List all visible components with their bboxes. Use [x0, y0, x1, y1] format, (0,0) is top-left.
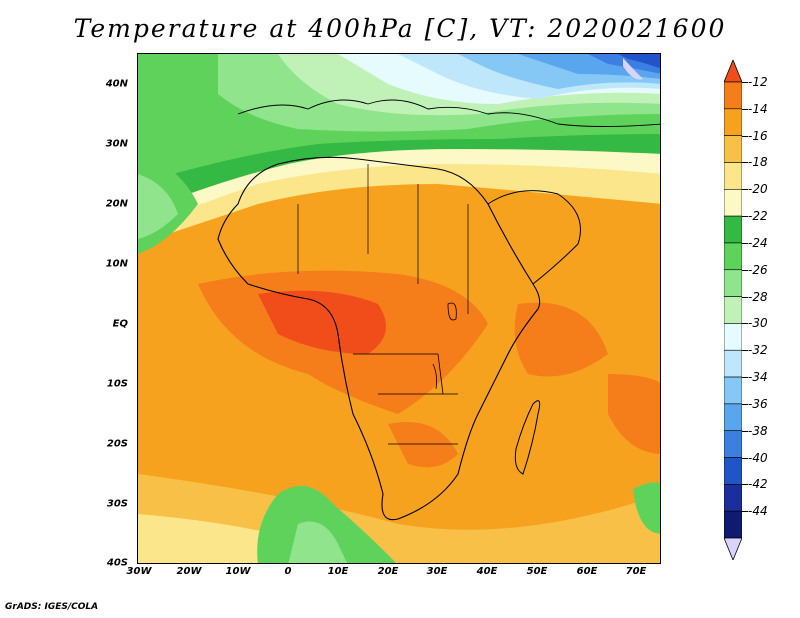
colorbar-label: -22: [748, 209, 768, 224]
colorbar-tick: [742, 403, 748, 405]
y-tick-label: 40S: [106, 557, 128, 569]
colorbar-tick: [742, 135, 748, 137]
colorbar-swatch: [724, 457, 742, 485]
field-north-violet: [623, 58, 643, 80]
colorbar-label: -12: [748, 75, 768, 89]
colorbar: [724, 60, 742, 560]
map-title: Temperature at 400hPa [C], VT: 202002160…: [73, 14, 727, 43]
colorbar-swatch: [724, 296, 742, 324]
colorbar-label: -20: [748, 182, 768, 197]
colorbar-tick: [742, 377, 748, 379]
x-tick-label: 60E: [576, 566, 598, 577]
footer-credit: GrADS: IGES/COLA: [5, 602, 99, 612]
colorbar-label: -14: [748, 101, 768, 116]
colorbar-tick: [742, 269, 748, 271]
colorbar-tick: [742, 242, 748, 244]
colorbar-tick: [742, 189, 748, 191]
colorbar-label: -38: [748, 423, 768, 438]
field-central-red: [258, 290, 386, 354]
field-south-lightgreen: [288, 521, 348, 563]
colorbar-tick: [742, 296, 748, 298]
field-south-orange: [388, 422, 458, 468]
field-east-orange: [514, 302, 608, 377]
y-tick-label: 10N: [105, 258, 128, 270]
colorbar-tick: [742, 511, 748, 513]
colorbar-swatch: [724, 108, 742, 136]
x-tick-label: 70E: [625, 566, 647, 577]
colorbar-tick: [742, 82, 748, 83]
colorbar-tick: [742, 108, 748, 110]
x-tick-label: 40E: [476, 566, 498, 577]
y-tick-label: EQ: [112, 318, 128, 330]
x-tick-label: 20W: [176, 566, 202, 577]
field-far-east-orange: [608, 374, 660, 454]
colorbar-label: -26: [748, 262, 768, 277]
colorbar-swatch: [724, 269, 742, 297]
africa-coastline: [217, 156, 541, 521]
field-north-deepblue: [618, 54, 660, 69]
colorbar-swatch: [724, 323, 742, 351]
colorbar-swatch: [724, 510, 742, 539]
colorbar-top-arrow: [724, 60, 742, 83]
temperature-field: [138, 54, 660, 563]
colorbar-swatch: [724, 162, 742, 190]
field-west-lightgreen: [138, 174, 178, 239]
colorbar-label: -40: [748, 450, 768, 465]
country-borders: [297, 164, 469, 445]
colorbar-label: -36: [748, 396, 768, 411]
colorbar-tick: [742, 457, 748, 459]
europe-coastline: [237, 99, 660, 127]
x-tick-label: 30E: [426, 566, 448, 577]
colorbar-label: -24: [748, 235, 768, 250]
colorbar-swatch: [724, 484, 742, 512]
colorbar-label: -30: [748, 316, 768, 331]
y-tick-label: 40N: [105, 78, 128, 90]
colorbar-swatch: [724, 430, 742, 458]
colorbar-swatch: [724, 215, 742, 244]
field-se-green: [633, 482, 660, 534]
y-tick-label: 30S: [106, 498, 128, 510]
colorbar-bottom-arrow: [724, 537, 742, 560]
y-tick-label: 30N: [105, 138, 128, 150]
madagascar-outline: [514, 400, 541, 475]
colorbar-swatch: [724, 188, 742, 217]
y-tick-label: 20N: [105, 198, 128, 210]
colorbar-swatch: [724, 81, 742, 110]
temperature-map: [137, 53, 661, 564]
field-south-green: [257, 486, 397, 563]
colorbar-swatch: [724, 376, 742, 405]
colorbar-tick: [742, 350, 748, 352]
colorbar-label: -44: [748, 504, 768, 519]
x-tick-label: 20E: [377, 566, 399, 577]
arabia-outline: [487, 190, 581, 285]
colorbar-tick: [742, 323, 748, 325]
y-tick-label: 20S: [106, 438, 128, 450]
colorbar-swatch: [724, 242, 742, 271]
colorbar-swatch: [724, 349, 742, 378]
x-tick-label: 10E: [327, 566, 349, 577]
colorbar-label: -32: [748, 343, 768, 358]
lakes-outline: [432, 302, 457, 395]
colorbar-label: -18: [748, 155, 768, 170]
colorbar-tick: [742, 162, 748, 164]
colorbar-label: -28: [748, 289, 768, 304]
x-tick-label: 0: [284, 566, 292, 577]
colorbar-tick: [742, 216, 748, 218]
colorbar-label: -16: [748, 128, 768, 143]
colorbar-tick: [742, 484, 748, 486]
colorbar-swatch: [724, 403, 742, 432]
colorbar-tick: [742, 430, 748, 432]
x-tick-label: 30W: [126, 566, 152, 577]
x-tick-label: 50E: [526, 566, 548, 577]
colorbar-swatch: [724, 135, 742, 163]
colorbar-label: -34: [748, 370, 768, 385]
x-tick-label: 10W: [225, 566, 251, 577]
y-tick-label: 10S: [106, 378, 128, 390]
colorbar-label: -42: [748, 477, 768, 492]
